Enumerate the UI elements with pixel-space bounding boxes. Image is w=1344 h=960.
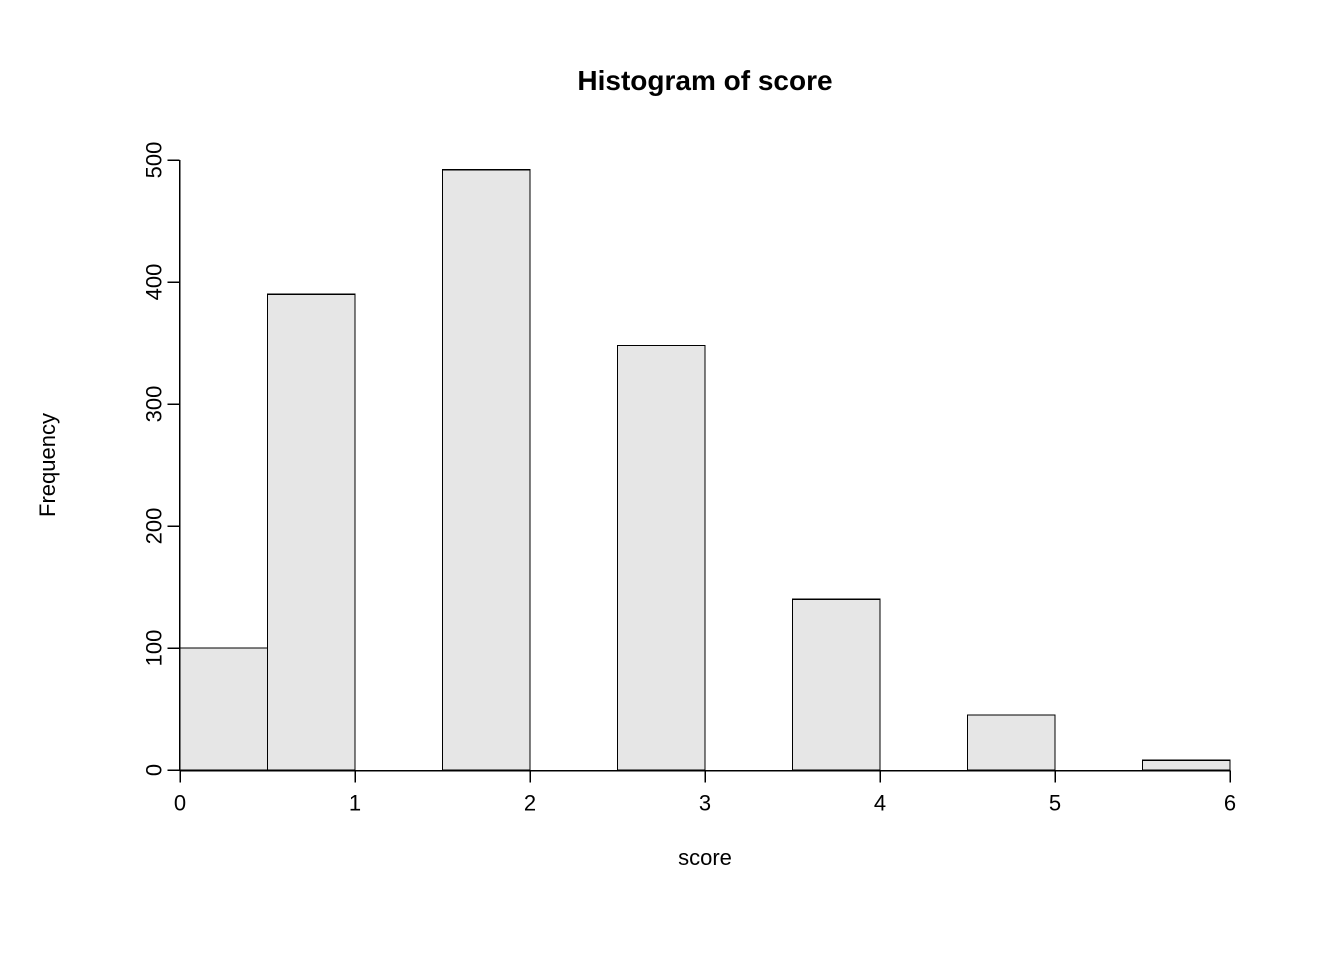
x-tick-label: 6 xyxy=(1224,791,1236,816)
x-tick-label: 5 xyxy=(1049,791,1061,816)
histogram-bar xyxy=(793,599,881,770)
y-tick-label: 200 xyxy=(141,508,166,545)
histogram-bar xyxy=(443,170,531,770)
y-tick-label: 300 xyxy=(141,386,166,423)
histogram-chart: Histogram of score 0 1 2 3 4 5 6 score 0 100 200 300… xyxy=(0,0,1344,960)
x-tick-label: 0 xyxy=(174,791,186,816)
x-tick-label: 2 xyxy=(524,791,536,816)
y-tick-label: 400 xyxy=(141,264,166,301)
x-tick-label: 4 xyxy=(874,791,886,816)
y-tick-label: 0 xyxy=(141,764,166,776)
y-axis-label: Frequency xyxy=(35,413,60,517)
histogram-bar xyxy=(968,715,1056,770)
x-tick-label: 3 xyxy=(699,791,711,816)
histogram-bar xyxy=(268,294,356,770)
y-tick-label: 100 xyxy=(141,630,166,667)
histogram-bar xyxy=(1143,760,1231,770)
x-tick-label: 1 xyxy=(349,791,361,816)
chart-title: Histogram of score xyxy=(577,65,832,96)
x-axis-label: score xyxy=(678,845,732,870)
y-tick-label: 500 xyxy=(141,142,166,179)
histogram-bar xyxy=(618,345,706,770)
histogram-bar xyxy=(180,648,268,770)
